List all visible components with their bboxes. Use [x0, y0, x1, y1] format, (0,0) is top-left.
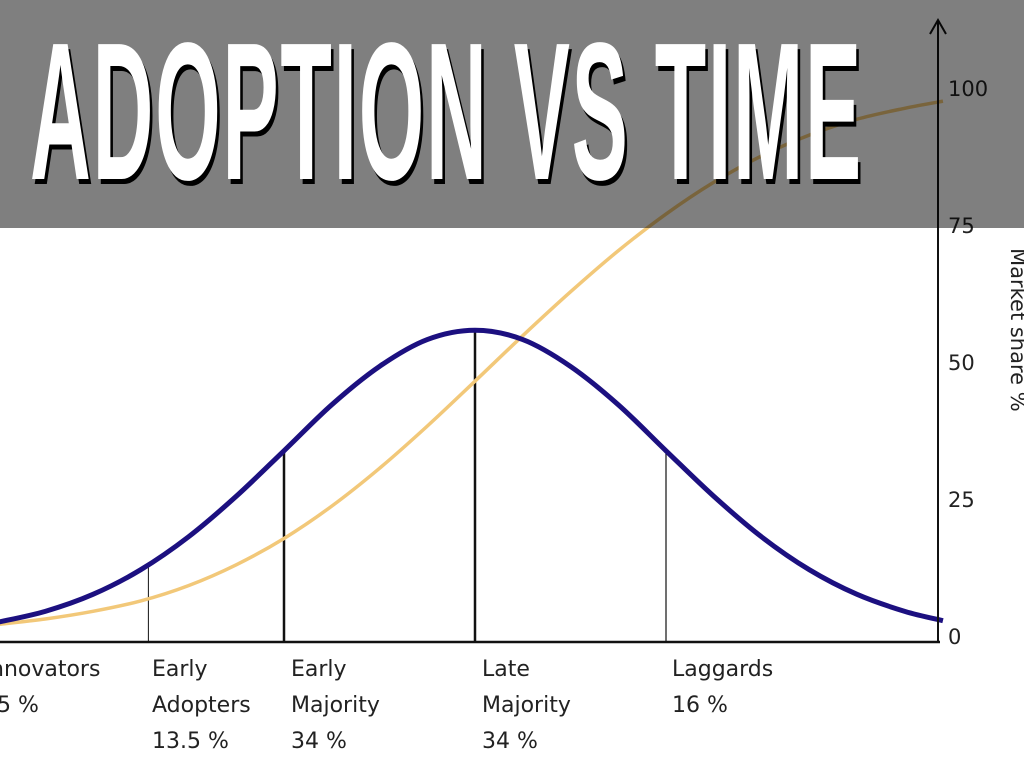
label-laggards: Laggards 16 %	[672, 652, 773, 724]
title-banner	[0, 0, 1024, 228]
y-tick-label: 0	[948, 625, 961, 649]
label-text: Early	[152, 657, 208, 682]
label-innovators: nnovators .5 %	[0, 652, 100, 724]
label-innovators-name: nnovators	[0, 657, 101, 682]
label-late-majority: Late Majority 34 %	[482, 652, 571, 760]
label-innovators-share: .5 %	[0, 693, 39, 718]
label-share: 34 %	[482, 729, 538, 754]
label-text: Majority	[482, 693, 571, 718]
y-tick-label: 50	[948, 351, 975, 375]
label-text: Majority	[291, 693, 380, 718]
label-share: 13.5 %	[152, 729, 229, 754]
slide-title: ADOPTION VS TIME	[30, 2, 863, 221]
label-text: Early	[291, 657, 347, 682]
label-early-adopters: Early Adopters 13.5 %	[152, 652, 251, 760]
adoption-bell-curve	[0, 327, 944, 625]
label-share: 16 %	[672, 693, 728, 718]
y-axis-label: Market share %	[1006, 248, 1024, 412]
label-text: Late	[482, 657, 530, 682]
y-tick-label: 25	[948, 488, 975, 512]
label-text: Adopters	[152, 693, 251, 718]
label-early-majority: Early Majority 34 %	[291, 652, 380, 760]
label-share: 34 %	[291, 729, 347, 754]
label-text: Laggards	[672, 657, 774, 682]
